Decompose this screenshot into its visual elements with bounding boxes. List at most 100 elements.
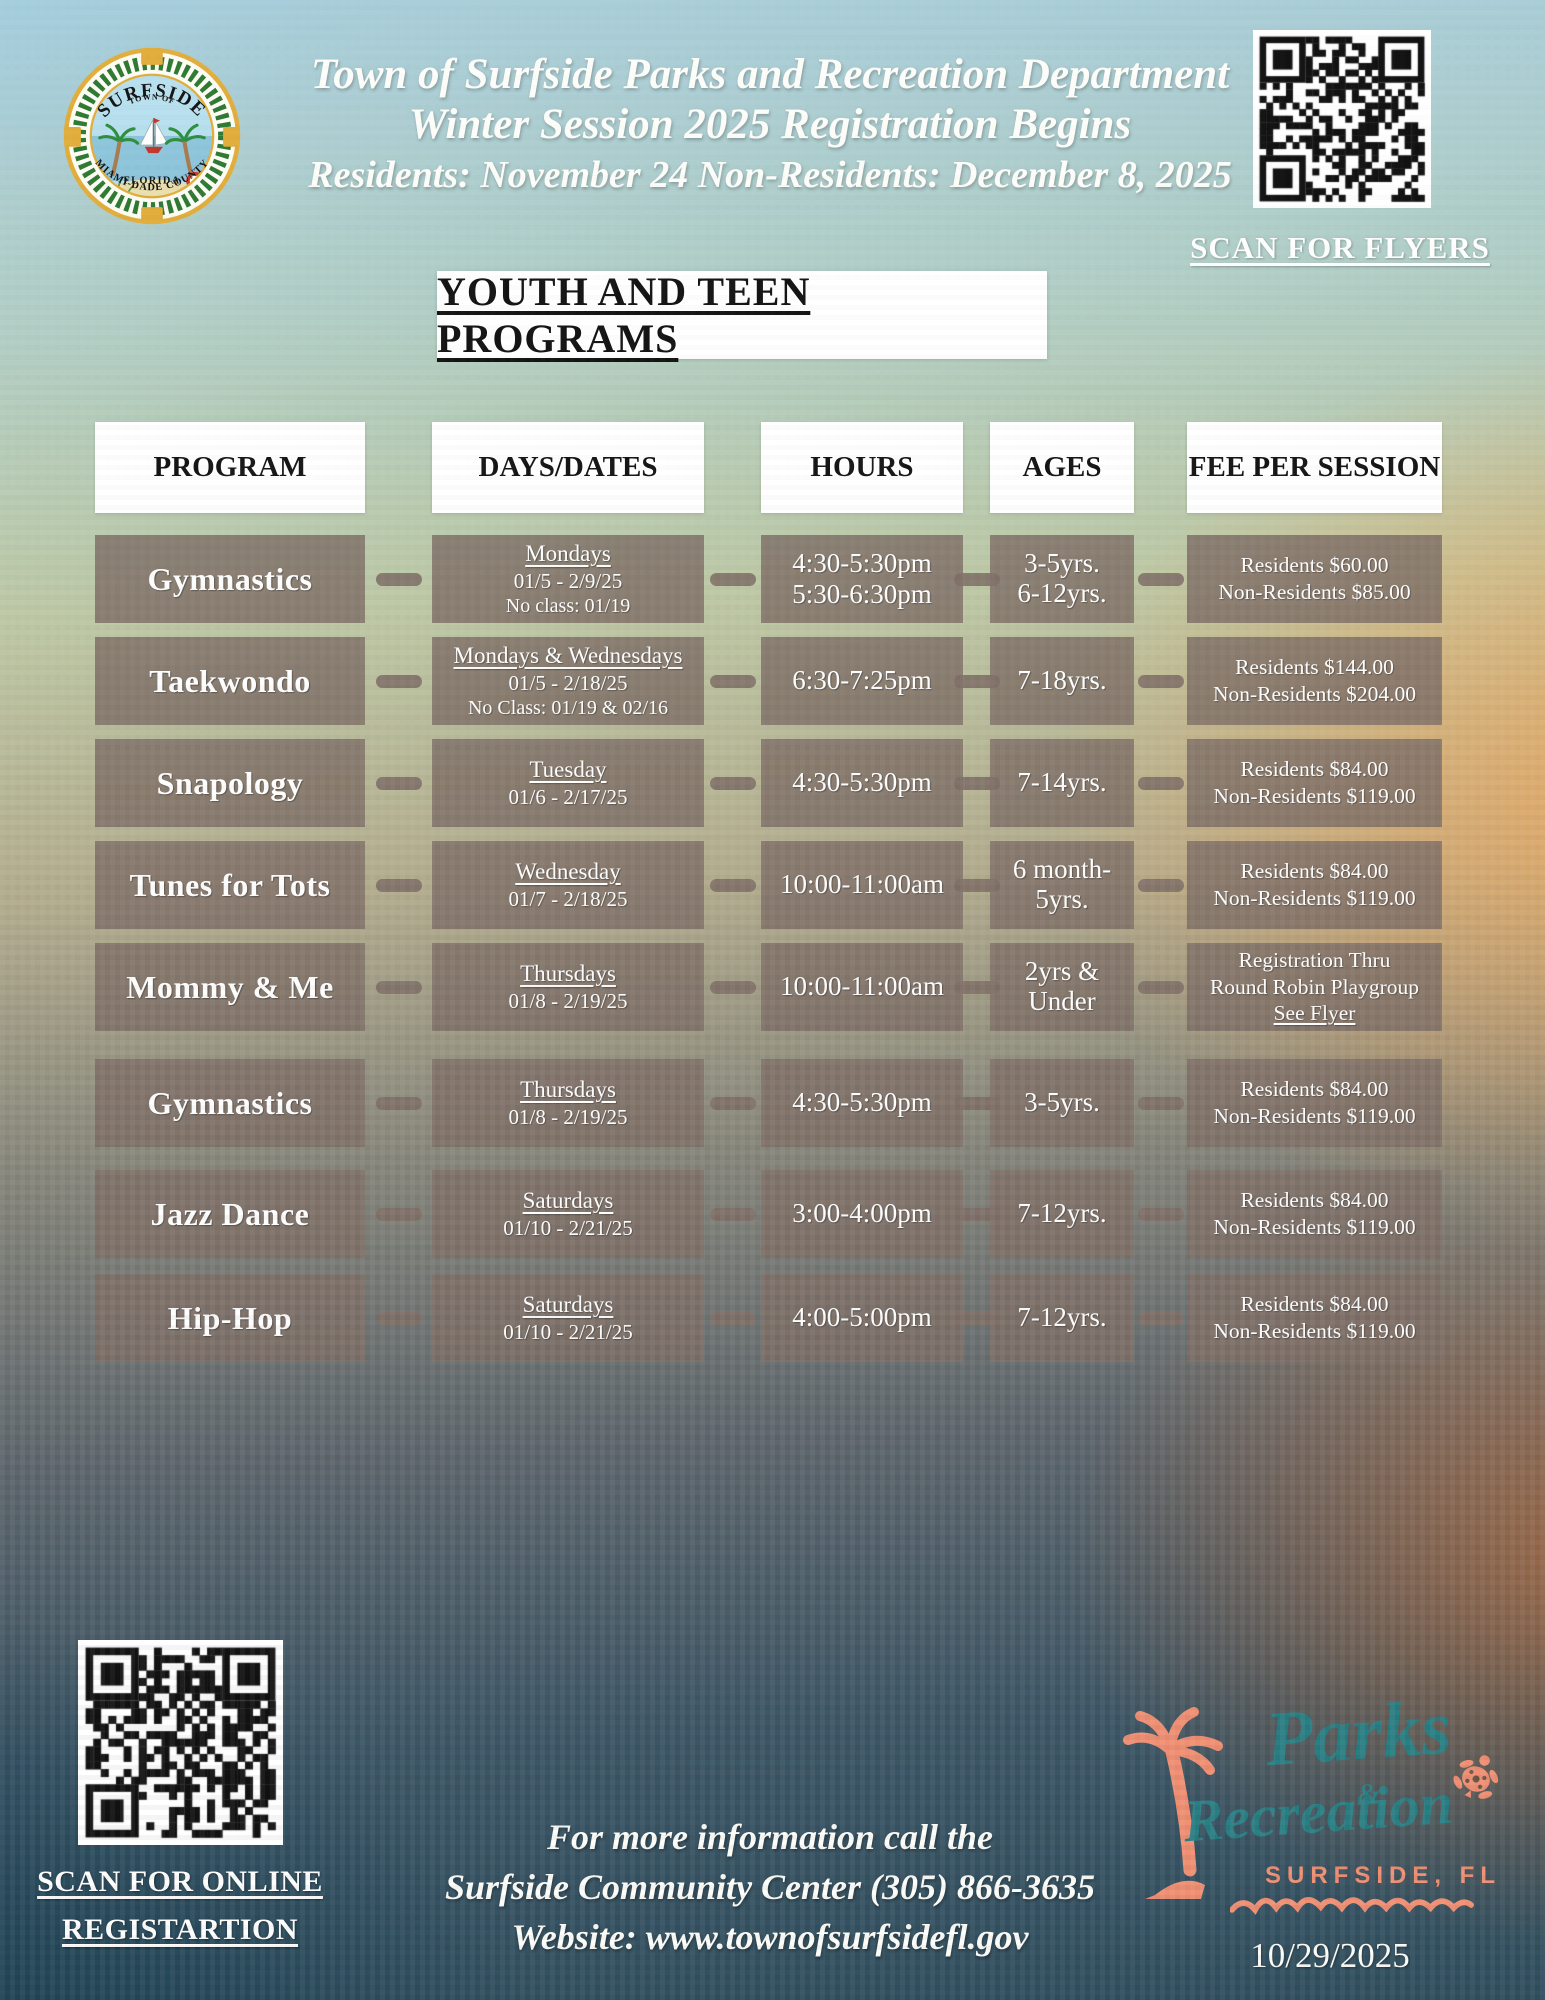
logo-location-text: SURFSIDE, FL [1265,1862,1502,1889]
days-dates-cell: Thursdays 01/8 - 2/19/25 [432,1059,704,1147]
hours-value: 4:30-5:30pm 5:30-6:30pm [792,547,932,609]
program-name: Gymnastics [147,1084,313,1121]
connector-dash [1137,1311,1184,1325]
seal-state-text: FLORIDA [123,176,180,187]
dates-range: 01/10 - 2/21/25 [503,1319,633,1344]
flyer-title-line3: Residents: November 24 Non-Residents: De… [308,154,1232,196]
ages-value: 6 month- 5yrs. [1012,854,1112,914]
connector-dash [1137,878,1184,892]
palm-tree-icon [1123,1707,1223,1899]
connector-dash [375,980,422,994]
wave-icon [1230,1897,1474,1915]
program-cell: Snapology [95,739,365,827]
registration-qr-code [78,1640,283,1845]
hours-value: 4:00-5:00pm [792,1302,932,1333]
table-row: Snapology Tuesday 01/6 - 2/17/25 4:30-5:… [95,739,1442,827]
turtle-icon [1453,1755,1499,1799]
hours-cell: 4:30-5:30pm [761,1059,963,1147]
program-cell: Hip-Hop [95,1274,365,1362]
ages-value: 3-5yrs. 6-12yrs. [1017,548,1107,608]
scan-online-line2: REGISTARTION [61,1913,299,1946]
hours-cell: 10:00-11:00am [761,841,963,929]
fee-cell: Residents $84.00 Non-Residents $119.00 [1187,1170,1442,1258]
ages-cell: 7-14yrs. [990,739,1134,827]
contact-info: For more information call the Surfside C… [340,1812,1200,1962]
town-seal-logo: TOWN OF SURFSIDE FLORIDA MIAMI-DADE COUN… [62,46,242,226]
days-label: Tuesday [529,757,607,783]
connector-dash [1137,776,1184,790]
table-row: Mommy & Me Thursdays 01/8 - 2/19/25 10:0… [95,943,1442,1031]
column-header-ages: AGES [990,422,1134,513]
logo-parks-text: Parks [1262,1682,1455,1783]
table-row: Hip-Hop Saturdays 01/10 - 2/21/25 4:00-5… [95,1274,1442,1362]
program-cell: Jazz Dance [95,1170,365,1258]
days-dates-cell: Mondays & Wednesdays 01/5 - 2/18/25 No C… [432,637,704,725]
connector-dash [953,980,1000,994]
column-header-hours: HOURS [761,422,963,513]
connector-dash [709,1096,756,1110]
program-cell: Taekwondo [95,637,365,725]
fee-value: Residents $84.00 Non-Residents $119.00 [1213,1188,1416,1239]
info-line3[interactable]: Website: www.townofsurfsidefl.gov [511,1917,1029,1957]
scan-for-flyers-link[interactable]: SCAN FOR FLYERS [1190,230,1490,265]
fee-value: Residents $84.00 Non-Residents $119.00 [1213,757,1416,808]
program-name: Gymnastics [147,560,313,597]
fee-value: Residents $60.00 Non-Residents $85.00 [1218,553,1411,604]
no-class-note: No Class: 01/19 & 02/16 [467,696,668,719]
hours-cell: 3:00-4:00pm [761,1170,963,1258]
ages-cell: 7-18yrs. [990,637,1134,725]
days-label: Thursdays [520,961,616,987]
program-name: Hip-Hop [167,1299,293,1336]
connector-dash [953,1207,1000,1221]
scan-online-registration-link[interactable]: SCAN FOR ONLINE REGISTARTION [20,1858,340,1954]
fee-cell: Residents $60.00 Non-Residents $85.00 [1187,535,1442,623]
fee-cell: Residents $84.00 Non-Residents $119.00 [1187,1274,1442,1362]
days-dates-cell: Wednesday 01/7 - 2/18/25 [432,841,704,929]
days-dates-cell: Saturdays 01/10 - 2/21/25 [432,1170,704,1258]
connector-dash [709,572,756,586]
seal-town-of-text: TOWN OF [128,92,176,106]
days-label: Thursdays [520,1077,616,1103]
hours-value: 3:00-4:00pm [792,1198,932,1229]
hours-value: 4:30-5:30pm [792,767,932,798]
connector-dash [953,878,1000,892]
surfside-seal-icon: TOWN OF SURFSIDE FLORIDA MIAMI-DADE COUN… [63,47,241,225]
hours-value: 6:30-7:25pm [792,665,932,696]
connector-dash [1137,1207,1184,1221]
info-line2: Surfside Community Center (305) 866-3635 [444,1867,1096,1907]
hours-cell: 4:30-5:30pm [761,739,963,827]
days-dates-cell: Mondays 01/5 - 2/9/25 No class: 01/19 [432,535,704,623]
svg-text:TOWN OF: TOWN OF [128,92,177,106]
connector-dash [709,1311,756,1325]
days-dates-cell: Thursdays 01/8 - 2/19/25 [432,943,704,1031]
column-header-days-dates: DAYS/DATES [432,422,704,513]
fee-value: Registration Thru Round Robin Playgroup [1209,947,1420,999]
dates-range: 01/7 - 2/18/25 [508,886,628,911]
see-flyer-link[interactable]: See Flyer [1273,1001,1356,1026]
connector-dash [375,674,422,688]
ages-cell: 3-5yrs. 6-12yrs. [990,535,1134,623]
hours-cell: 6:30-7:25pm [761,637,963,725]
connector-dash [375,1096,422,1110]
connector-dash [375,1207,422,1221]
days-label: Mondays [525,541,611,567]
days-label: Saturdays [522,1188,614,1214]
fee-cell: Residents $84.00 Non-Residents $119.00 [1187,739,1442,827]
hours-cell: 4:30-5:30pm 5:30-6:30pm [761,535,963,623]
fee-cell: Residents $84.00 Non-Residents $119.00 [1187,1059,1442,1147]
programs-table: PROGRAM DAYS/DATES HOURS AGES FEE PER SE… [95,422,1442,1376]
flyers-qr-code [1253,30,1431,208]
program-cell: Gymnastics [95,1059,365,1147]
days-dates-cell: Saturdays 01/10 - 2/21/25 [432,1274,704,1362]
column-header-fee: FEE PER SESSION [1187,422,1442,513]
connector-dash [709,674,756,688]
program-name: Tunes for Tots [129,866,331,903]
connector-dash [953,1096,1000,1110]
scan-online-line1: SCAN FOR ONLINE [37,1865,323,1898]
connector-dash [709,1207,756,1221]
program-name: Jazz Dance [150,1195,310,1232]
section-title-box: YOUTH AND TEEN PROGRAMS [437,269,1047,361]
hours-cell: 4:00-5:00pm [761,1274,963,1362]
no-class-note: No class: 01/19 [505,594,631,617]
hours-cell: 10:00-11:00am [761,943,963,1031]
